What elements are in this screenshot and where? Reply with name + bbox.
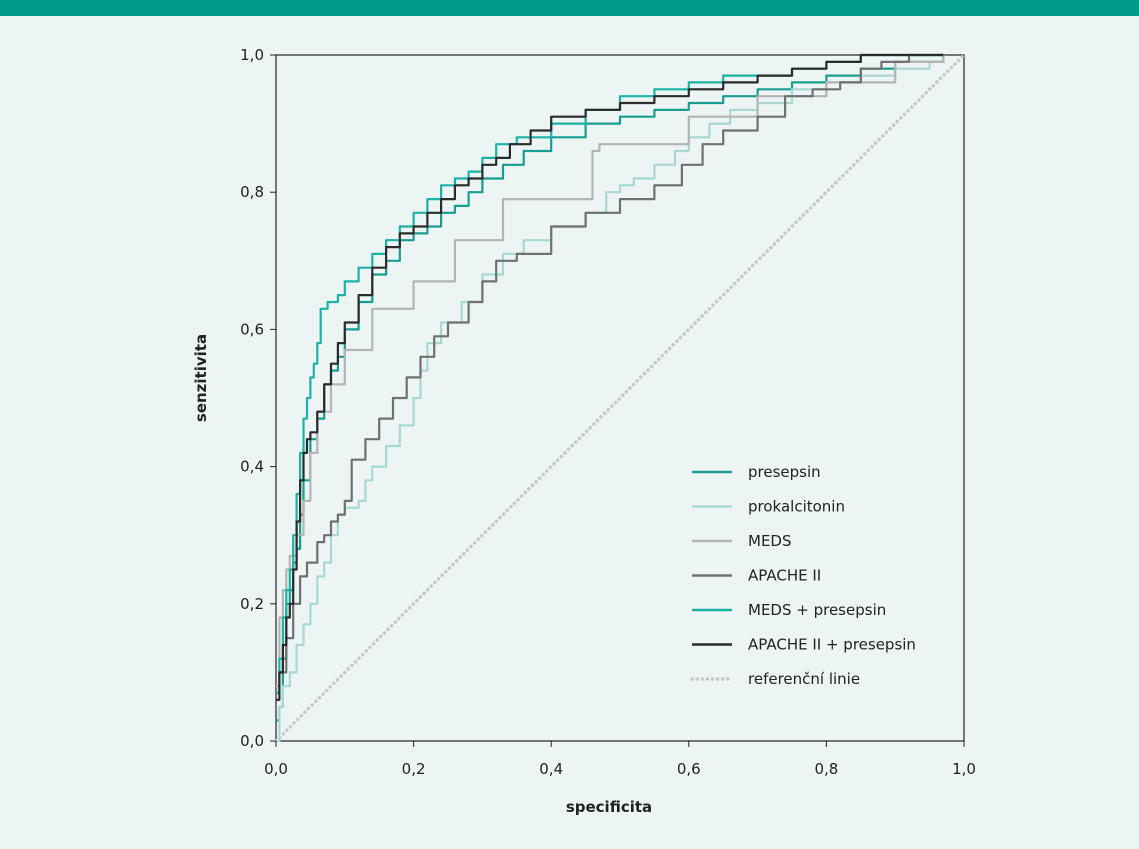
series-line-apache-ii-presepsin (276, 53, 944, 701)
top-accent-bar (0, 0, 1139, 16)
legend-label-meds: MEDS (748, 532, 792, 550)
series-line-referencni-linie (274, 53, 966, 743)
series-line-presepsin (276, 55, 945, 722)
series-layer (274, 53, 966, 743)
y-tick-label: 1,0 (240, 46, 264, 64)
y-tick-label: 0,6 (240, 320, 264, 338)
legend-label-apache-ii: APACHE II (748, 567, 821, 585)
y-tick-label: 0,4 (240, 458, 264, 476)
x-tick-label: 0,0 (264, 760, 288, 778)
y-axis-title: senzitivita (192, 334, 210, 422)
legend-label-apache-ii-presepsin: APACHE II + presepsin (748, 636, 916, 654)
y-tick-label: 0,8 (240, 183, 264, 201)
legend-label-prokalcitonin: prokalcitonin (748, 498, 845, 516)
series-line-meds (276, 55, 945, 688)
legend: presepsin prokalcitonin MEDS APACHE II MEDS … (690, 463, 916, 688)
x-tick-label: 0,4 (539, 760, 563, 778)
legend-label-meds-presepsin: MEDS + presepsin (748, 601, 886, 619)
series-line-apache-ii (276, 53, 944, 695)
x-tick-label: 1,0 (952, 760, 976, 778)
x-tick-label: 0,2 (402, 760, 426, 778)
x-tick-label: 0,6 (677, 760, 701, 778)
x-tick-label: 0,8 (814, 760, 838, 778)
legend-label-referencni-linie: referenční linie (748, 670, 860, 688)
y-tick-label: 0,0 (240, 732, 264, 750)
x-axis: 0,0 0,2 0,4 0,6 0,8 1,0 (264, 741, 976, 778)
series-line-meds-presepsin (276, 53, 944, 695)
plot-area (275, 54, 965, 742)
legend-label-presepsin: presepsin (748, 463, 821, 481)
x-axis-title: specificita (566, 798, 652, 816)
y-tick-label: 0,2 (240, 595, 264, 613)
y-axis: 0,0 0,2 0,4 0,6 0,8 1,0 (240, 46, 276, 750)
